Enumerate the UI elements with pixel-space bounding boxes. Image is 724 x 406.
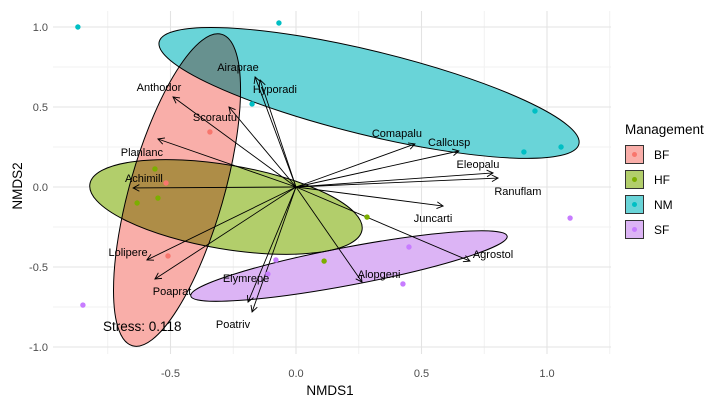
x-tick-label: 1.0 <box>539 368 554 380</box>
stress-annotation: Stress: 0.118 <box>103 319 182 334</box>
arrow-poaprat <box>154 186 297 280</box>
legend-title: Management <box>625 122 704 137</box>
species-label-airaprae: Airaprae <box>217 62 259 74</box>
x-tick-label: -0.5 <box>161 368 180 380</box>
arrow-juncarti <box>295 186 445 209</box>
species-label-ranuflam: Ranuflam <box>494 186 541 198</box>
legend-item-sf: SF <box>625 220 704 239</box>
species-label-agrostol: Agrostol <box>473 249 513 261</box>
arrow-anthodor <box>172 96 297 188</box>
point-nm <box>532 108 538 114</box>
point-nm <box>276 20 282 26</box>
point-bf <box>207 129 213 135</box>
y-tick-label: -0.5 <box>29 262 48 274</box>
arrow-elymrepe <box>246 186 297 303</box>
ellipse-sf <box>190 230 508 302</box>
point-sf <box>80 302 86 308</box>
point-bf <box>163 180 169 186</box>
species-label-lolipere: Lolipere <box>109 247 148 259</box>
species-label-poaprat: Poaprat <box>153 286 192 298</box>
species-label-achimill: Achimill <box>125 173 163 185</box>
arrow-agrostol <box>295 186 471 263</box>
legend-item-nm: NM <box>625 195 704 214</box>
ellipse-nm <box>158 26 580 159</box>
y-tick-label: 1.0 <box>33 22 48 34</box>
x-tick-label: 0.5 <box>414 368 429 380</box>
arrow-planlanc <box>157 137 297 188</box>
arrow-airaprae <box>253 76 297 188</box>
group-ellipses-layer <box>89 26 580 347</box>
legend-label-hf: HF <box>654 172 670 187</box>
species-label-anthodor: Anthodor <box>137 82 182 94</box>
y-tick-label: -1.0 <box>29 342 48 354</box>
arrow-poatriv <box>250 186 297 313</box>
hf-point-swatch <box>632 177 637 182</box>
species-label-hyporadi: Hyporadi <box>253 84 297 96</box>
species-label-alopgeni: Alopgeni <box>358 269 401 281</box>
species-label-planlanc: Planlanc <box>121 147 164 159</box>
arrow-scorautu <box>228 106 297 188</box>
arrow-eleopalu <box>295 169 495 188</box>
arrow-alopgeni <box>295 186 363 283</box>
point-nm <box>521 149 527 155</box>
bf-point-swatch <box>632 152 637 157</box>
arrow-lolipere <box>146 186 297 261</box>
point-sf <box>567 215 573 221</box>
arrow-achimill <box>132 184 297 192</box>
x-axis-title: NMDS1 <box>306 383 353 398</box>
sf-point-swatch <box>632 227 637 232</box>
point-nm <box>249 101 255 107</box>
point-hf <box>152 166 158 172</box>
axes-layer: -0.5 0.0 0.5 1.0 1.0 0.5 0.0 -0.5 -1.0 NMDS1 NMDS2 <box>10 22 555 398</box>
point-sf <box>400 281 406 287</box>
y-axis-title: NMDS2 <box>10 162 25 209</box>
point-hf <box>134 200 140 206</box>
point-bf <box>165 253 171 259</box>
species-labels-layer: Airaprae Hyporadi Anthodor Scorautu Planlanc… <box>103 62 541 334</box>
legend-key-hf <box>625 170 644 189</box>
point-hf <box>364 214 370 220</box>
legend-key-nm <box>625 195 644 214</box>
y-tick-label: 0.0 <box>33 182 48 194</box>
point-hf <box>155 195 161 201</box>
species-label-elymrepe: Elymrepe <box>223 273 269 285</box>
point-sf <box>273 257 279 263</box>
legend-key-sf <box>625 220 644 239</box>
sample-points-layer <box>75 20 573 308</box>
species-label-callcusp: Callcusp <box>428 137 470 149</box>
species-label-comapalu: Comapalu <box>372 128 422 140</box>
legend-label-bf: BF <box>654 147 670 162</box>
point-sf <box>265 271 271 277</box>
legend-item-bf: BF <box>625 145 704 164</box>
legend: Management BF HF NM SF <box>625 122 704 245</box>
arrow-hyporadi <box>258 79 297 188</box>
arrow-callcusp <box>295 148 460 188</box>
point-nm <box>75 24 81 30</box>
arrow-ranuflam <box>295 174 500 188</box>
species-label-eleopalu: Eleopalu <box>457 159 500 171</box>
point-sf <box>406 244 412 250</box>
legend-label-sf: SF <box>654 222 670 237</box>
x-tick-label: 0.0 <box>288 368 303 380</box>
point-nm <box>558 144 564 150</box>
arrow-comapalu <box>295 142 416 188</box>
species-arrows-layer <box>132 76 500 313</box>
legend-label-nm: NM <box>654 197 673 212</box>
y-tick-label: 0.5 <box>33 102 48 114</box>
species-label-juncarti: Juncarti <box>414 213 453 225</box>
point-hf <box>321 258 327 264</box>
species-label-scorautu: Scorautu <box>193 112 237 124</box>
legend-key-bf <box>625 145 644 164</box>
nm-point-swatch <box>632 202 637 207</box>
ellipse-hf <box>89 159 363 255</box>
species-label-poatriv: Poatriv <box>216 319 251 331</box>
legend-item-hf: HF <box>625 170 704 189</box>
